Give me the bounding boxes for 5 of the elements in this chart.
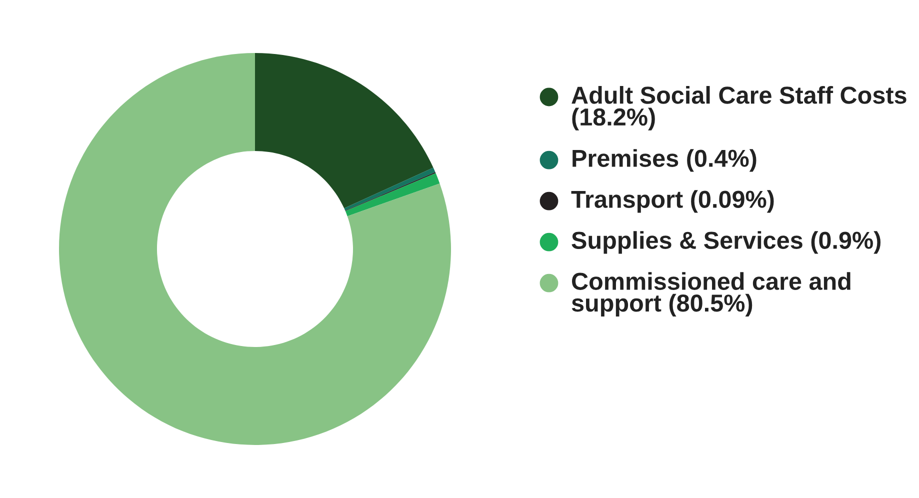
legend-label: Premises (0.4%)	[572, 149, 756, 172]
legend-label: Supplies & Services (0.9%)	[572, 231, 880, 254]
legend-label: Transport (0.09%)	[571, 190, 774, 213]
legend-label: Commissioned care and support (80.5%)	[572, 272, 850, 317]
legend-label: Adult Social Care Staff Costs (18.2%)	[572, 86, 906, 130]
